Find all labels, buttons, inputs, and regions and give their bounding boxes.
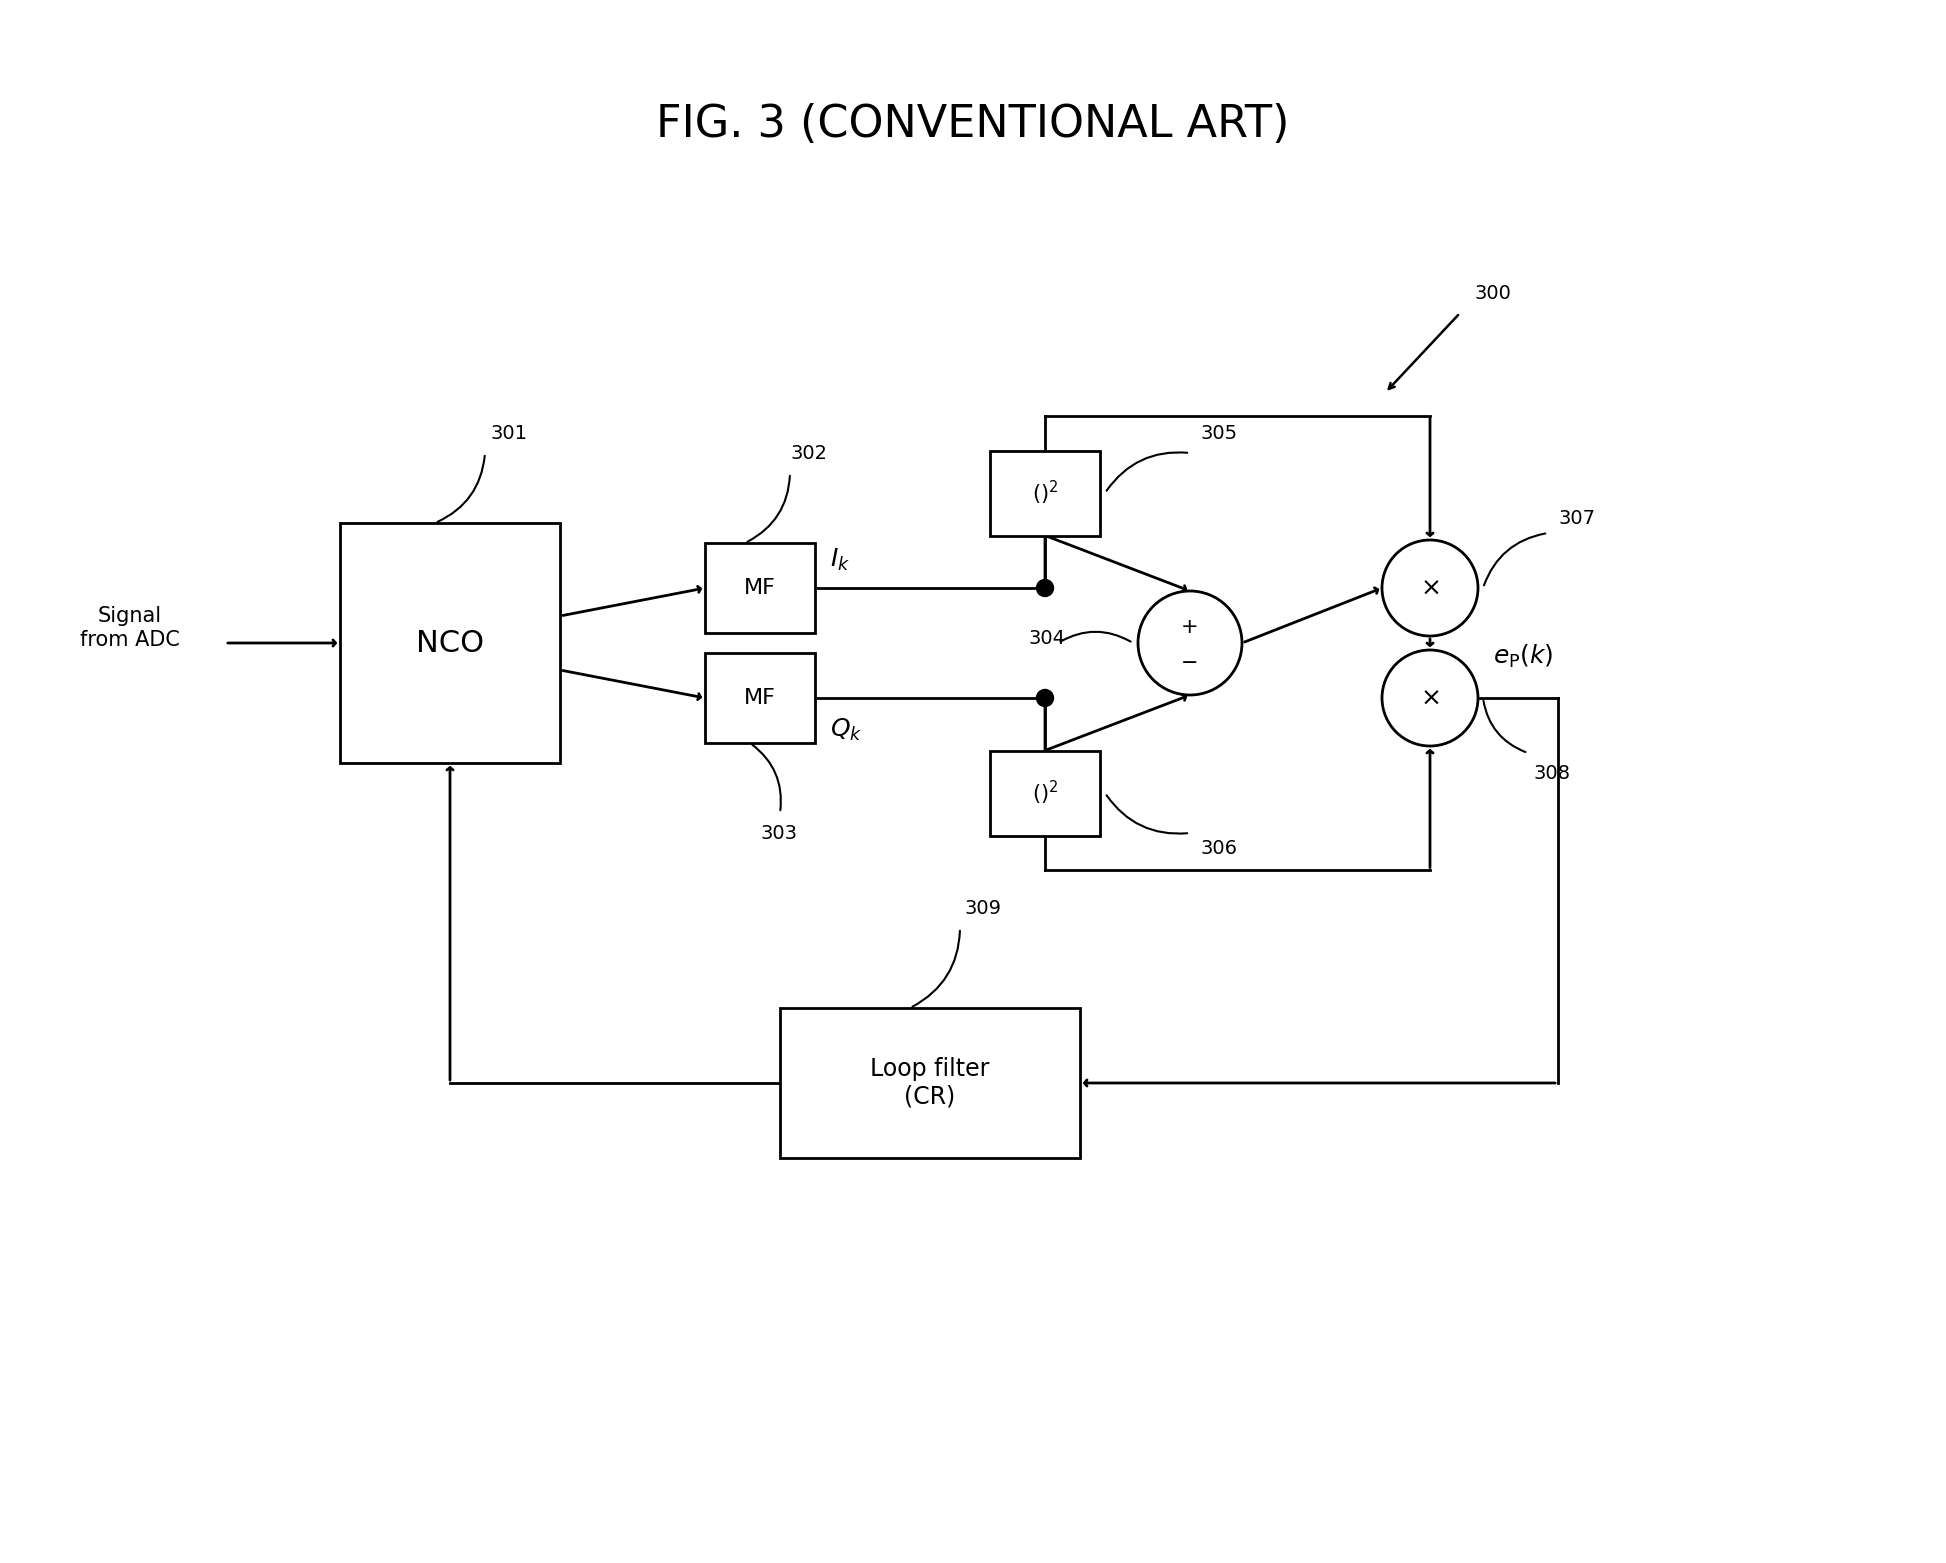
Text: $\times$: $\times$ [1421, 577, 1440, 600]
Bar [991, 750, 1099, 836]
Text: $\times$: $\times$ [1421, 686, 1440, 710]
Text: MF: MF [743, 688, 776, 708]
Text: $Q_k$: $Q_k$ [831, 717, 862, 742]
Text: $()^2$: $()^2$ [1031, 778, 1059, 807]
Text: 301: 301 [490, 424, 527, 442]
Text: 302: 302 [790, 444, 827, 463]
Text: $e_\mathrm{P}(k)$: $e_\mathrm{P}(k)$ [1493, 642, 1553, 671]
Text: 304: 304 [1027, 628, 1064, 647]
Text: 306: 306 [1201, 839, 1238, 858]
Text: $()^2$: $()^2$ [1031, 478, 1059, 506]
Text: 305: 305 [1201, 424, 1238, 442]
Text: −: − [1181, 653, 1199, 674]
Bar [991, 450, 1099, 536]
Circle shape [1037, 580, 1053, 597]
Text: 308: 308 [1533, 764, 1570, 783]
Circle shape [1138, 591, 1242, 696]
Text: 300: 300 [1475, 284, 1512, 303]
Text: 307: 307 [1559, 510, 1596, 528]
Circle shape [1382, 650, 1479, 746]
Circle shape [1382, 539, 1479, 636]
Bar [341, 524, 560, 763]
Bar [780, 1008, 1080, 1158]
Circle shape [1037, 689, 1053, 706]
Text: 309: 309 [965, 899, 1002, 917]
Text: Loop filter
(CR): Loop filter (CR) [870, 1057, 991, 1108]
Bar [704, 653, 815, 742]
Text: NCO: NCO [416, 628, 485, 658]
Bar [704, 542, 815, 633]
Text: MF: MF [743, 578, 776, 599]
Text: $I_k$: $I_k$ [831, 547, 850, 574]
Text: Signal
from ADC: Signal from ADC [80, 606, 179, 650]
Text: 303: 303 [761, 824, 798, 842]
Text: +: + [1181, 617, 1199, 638]
Text: FIG. 3 (CONVENTIONAL ART): FIG. 3 (CONVENTIONAL ART) [656, 103, 1290, 145]
